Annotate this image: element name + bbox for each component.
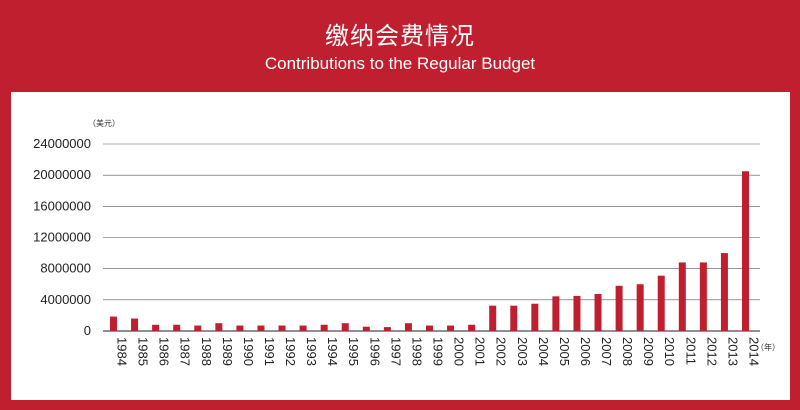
chart-panel [11, 92, 790, 400]
x-tick-label: 1994 [325, 337, 340, 366]
y-tick-label: 16000000 [33, 198, 91, 213]
x-tick-label: 2011 [683, 337, 698, 365]
bar-1995 [341, 323, 349, 331]
x-tick-label: 1984 [115, 337, 130, 366]
bar-1998 [404, 323, 412, 331]
y-unit-label: （美元） [88, 118, 120, 128]
bar-1989 [215, 323, 223, 331]
bar-1997 [383, 327, 391, 331]
bar-2004 [531, 303, 539, 331]
x-tick-label: 1986 [157, 337, 172, 366]
bar-1993 [299, 325, 307, 331]
bar-1987 [173, 324, 181, 331]
x-tick-label: 2013 [725, 337, 740, 366]
x-tick-label: 2009 [641, 337, 656, 366]
bar-1984 [110, 316, 117, 331]
x-tick-label: 2000 [452, 337, 467, 366]
x-tick-label: 1993 [304, 337, 319, 366]
bar-2005 [552, 296, 560, 331]
x-tick-label: 1987 [178, 337, 193, 366]
bar-2012 [699, 262, 707, 331]
x-tick-label: 2006 [578, 337, 593, 366]
bar-2009 [636, 284, 644, 331]
x-tick-label: 2003 [515, 337, 530, 366]
y-tick-label: 8000000 [40, 261, 91, 276]
x-tick-label: 1991 [262, 337, 277, 366]
bar-2010 [657, 275, 665, 331]
bar-1991 [257, 325, 265, 331]
bar-2014 [742, 171, 749, 331]
x-tick-label: 1999 [431, 337, 446, 366]
bar-1990 [236, 325, 244, 331]
bar-2013 [720, 253, 728, 331]
x-tick-label: 2002 [494, 337, 509, 366]
bar-1986 [152, 324, 160, 331]
x-tick-label: 2007 [599, 337, 614, 366]
x-tick-label: 1989 [220, 337, 235, 366]
bar-2002 [489, 305, 497, 331]
bar-2001 [468, 324, 476, 331]
x-tick-label: 2012 [704, 337, 719, 366]
bar-1994 [320, 324, 328, 331]
bar-1999 [426, 325, 433, 331]
bar-2008 [615, 285, 623, 331]
bar-2003 [510, 305, 518, 331]
x-tick-label: 2008 [620, 337, 635, 366]
bar-2011 [678, 262, 686, 331]
x-tick-label: 1998 [409, 337, 424, 366]
x-tick-label: 1997 [388, 337, 403, 366]
bar-2007 [594, 293, 602, 331]
x-tick-label: 1988 [199, 337, 214, 366]
bar-1996 [362, 326, 370, 331]
bar-1988 [194, 325, 202, 331]
x-tick-label: 2004 [536, 337, 551, 366]
bar-1985 [131, 318, 139, 331]
chart-title-en: Contributions to the Regular Budget [264, 54, 536, 73]
x-tick-label: 1995 [346, 337, 361, 366]
bar-1992 [278, 325, 286, 331]
y-tick-label: 20000000 [33, 167, 91, 182]
y-tick-label: 0 [84, 323, 91, 338]
x-tick-label: 1992 [283, 337, 298, 366]
x-tick-label: 2010 [662, 337, 677, 366]
y-tick-label: 24000000 [33, 136, 91, 151]
x-tick-label: 2014 [747, 337, 762, 366]
y-tick-label: 4000000 [40, 292, 91, 307]
bar-2000 [447, 325, 455, 331]
x-tick-label: 1985 [136, 337, 151, 366]
x-unit-label: （年） [756, 342, 780, 352]
x-tick-label: 1990 [241, 337, 256, 366]
x-tick-label: 2005 [557, 337, 572, 366]
x-tick-label: 2001 [473, 337, 488, 366]
chart-title-zh: 缴纳会费情况 [325, 22, 475, 50]
bar-2006 [573, 295, 581, 331]
y-tick-label: 12000000 [33, 230, 91, 245]
x-tick-label: 1996 [367, 337, 382, 366]
